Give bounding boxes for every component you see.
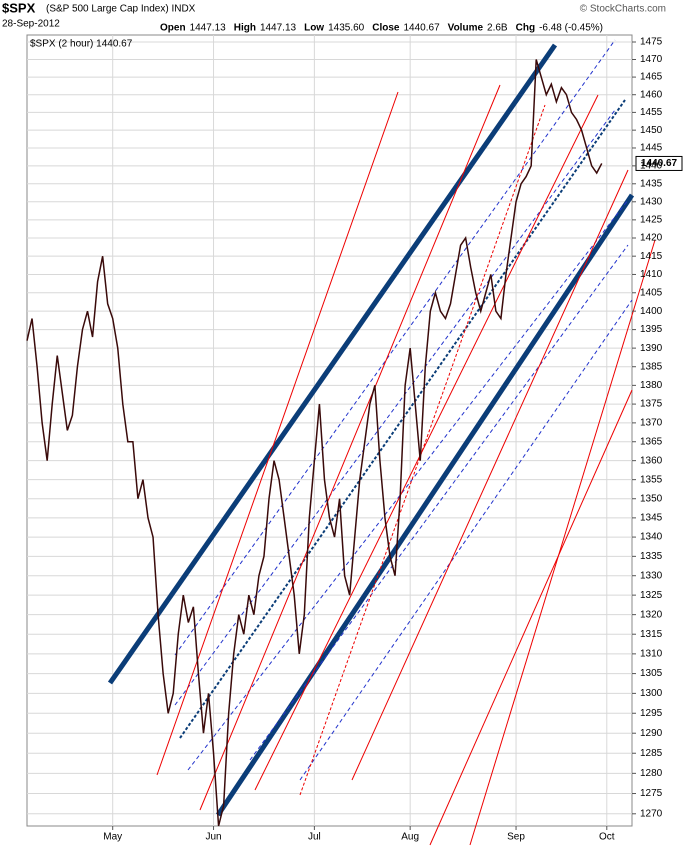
- trendline: [429, 389, 633, 846]
- trendline: [174, 39, 616, 656]
- trendline: [254, 94, 599, 791]
- y-tick-label: 1475: [640, 37, 663, 48]
- y-tick-label: 1400: [640, 306, 663, 317]
- y-tick-label: 1440: [640, 160, 663, 171]
- data-layer: [26, 59, 603, 827]
- y-tick-label: 1430: [640, 196, 663, 207]
- y-tick-label: 1405: [640, 287, 663, 298]
- plot-frame: [26, 34, 633, 827]
- last-value-box: [635, 155, 683, 171]
- stat-label: Close: [372, 23, 400, 34]
- y-tick-label: 1470: [640, 54, 663, 65]
- stat-label: Low: [304, 23, 324, 34]
- stat-value: 1435.60: [328, 23, 365, 34]
- x-tick-label: May: [103, 832, 122, 843]
- trendline: [299, 299, 633, 781]
- stat-label: Open: [160, 23, 186, 34]
- y-tick-label: 1280: [640, 768, 663, 779]
- y-tick-label: 1315: [640, 629, 663, 640]
- trendline: [199, 84, 501, 811]
- y-tick-label: 1285: [640, 748, 663, 759]
- stat-value: 1440.67: [403, 23, 440, 34]
- x-tick-label: Jul: [308, 832, 321, 843]
- y-tick-label: 1270: [640, 808, 663, 819]
- x-tick-label: Aug: [401, 832, 419, 843]
- x-tick-label: Jun: [205, 832, 221, 843]
- trendline: [351, 169, 629, 781]
- trendline: [187, 199, 629, 771]
- y-tick-label: 1350: [640, 493, 663, 504]
- y-tick-label: 1360: [640, 455, 663, 466]
- trendline: [469, 239, 656, 846]
- y-tick-label: 1370: [640, 418, 663, 429]
- y-tick-label: 1305: [640, 668, 663, 679]
- y-tick-label: 1380: [640, 380, 663, 391]
- price-line: [26, 59, 603, 827]
- y-tick-label: 1460: [640, 89, 663, 100]
- trendline: [299, 104, 546, 796]
- y-tick-label: 1420: [640, 233, 663, 244]
- date: 28-Sep-2012: [2, 19, 60, 30]
- trendline: [215, 193, 635, 817]
- stat-value: 1447.13: [190, 23, 227, 34]
- stat-label: Chg: [516, 23, 535, 34]
- y-tick-label: 1395: [640, 324, 663, 335]
- y-tick-label: 1320: [640, 609, 663, 620]
- y-tick-label: 1290: [640, 728, 663, 739]
- trendline: [249, 244, 629, 761]
- y-tick-label: 1340: [640, 532, 663, 543]
- stat-value: -6.48 (-0.45%): [539, 23, 603, 34]
- stat-label: Volume: [448, 23, 484, 34]
- y-tick-label: 1300: [640, 688, 663, 699]
- y-tick-label: 1335: [640, 551, 663, 562]
- stat-value: 1447.13: [260, 23, 297, 34]
- y-tick-label: 1355: [640, 474, 663, 485]
- y-tick-label: 1325: [640, 590, 663, 601]
- x-tick-label: Oct: [599, 832, 615, 843]
- y-tick-label: 1330: [640, 570, 663, 581]
- trendline: [107, 43, 558, 685]
- y-tick-label: 1375: [640, 399, 663, 410]
- y-tick-label: 1445: [640, 143, 663, 154]
- subtitle: (S&P 500 Large Cap Index) INDX: [46, 4, 196, 15]
- stat-value: 2.6B: [487, 23, 508, 34]
- y-tick-label: 1465: [640, 72, 663, 83]
- stat-label: High: [234, 23, 256, 34]
- y-tick-label: 1410: [640, 269, 663, 280]
- y-tick-label: 1415: [640, 251, 663, 262]
- y-tick-label: 1450: [640, 125, 663, 136]
- x-tick-label: Sep: [507, 832, 525, 843]
- y-tick-label: 1295: [640, 708, 663, 719]
- last-value: 1440.67: [641, 158, 678, 169]
- y-tick-label: 1365: [640, 436, 663, 447]
- y-tick-label: 1385: [640, 361, 663, 372]
- trendlines: [107, 39, 656, 846]
- y-tick-label: 1390: [640, 343, 663, 354]
- y-tick-label: 1275: [640, 788, 663, 799]
- y-tick-label: 1310: [640, 648, 663, 659]
- title: $SPX: [2, 0, 36, 15]
- y-tick-label: 1435: [640, 178, 663, 189]
- source: © StockCharts.com: [580, 4, 666, 15]
- legend-text: $SPX (2 hour) 1440.67: [30, 39, 133, 50]
- y-tick-label: 1455: [640, 107, 663, 118]
- y-tick-label: 1345: [640, 513, 663, 524]
- y-tick-label: 1425: [640, 215, 663, 226]
